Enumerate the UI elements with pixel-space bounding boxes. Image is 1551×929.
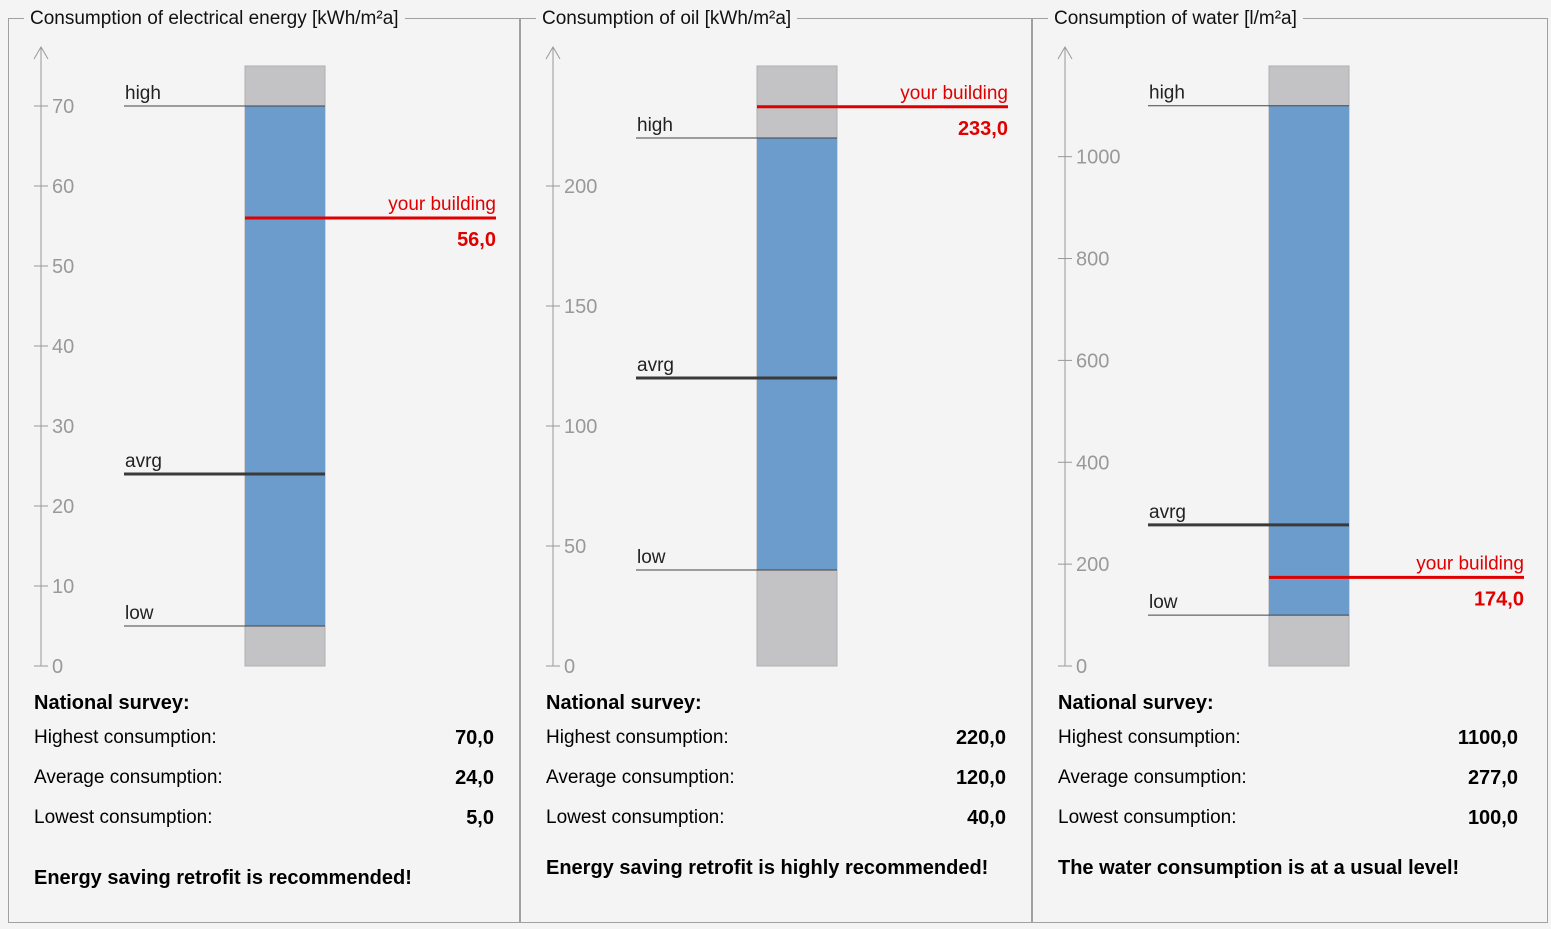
highest-consumption-row: Highest consumption: 70,0	[34, 726, 504, 750]
survey-heading: National survey:	[1058, 692, 1214, 714]
y-axis-arrow	[1057, 46, 1073, 60]
your-building-label: your building	[1416, 553, 1524, 574]
highest-consumption-label: Highest consumption:	[34, 727, 217, 748]
avrg-label: avrg	[1149, 502, 1186, 523]
low-label: low	[637, 547, 666, 568]
highest-consumption-row: Highest consumption: 220,0	[546, 726, 1016, 750]
your-building-label: your building	[388, 194, 496, 215]
your-building-label: your building	[900, 83, 1008, 104]
highest-consumption-row: Highest consumption: 1100,0	[1058, 726, 1528, 750]
axis-tick-label: 30	[52, 416, 74, 438]
low-label: low	[125, 603, 154, 624]
survey-heading: National survey:	[34, 692, 190, 714]
your-building-value: 56,0	[457, 229, 496, 251]
survey-block: National survey: Highest consumption: 22…	[546, 690, 1016, 879]
axis-tick-label: 200	[564, 176, 597, 198]
lowest-consumption-row: Lowest consumption: 5,0	[34, 806, 504, 830]
water-gauge: 0 200 400 600 800 1000 high avrg low your buildin…	[1057, 46, 1524, 678]
panel-title: Consumption of oil [kWh/m²a]	[536, 7, 798, 31]
highest-consumption-label: Highest consumption:	[1058, 727, 1241, 748]
lowest-consumption-value: 40,0	[967, 807, 1006, 829]
axis-tick-label: 50	[564, 536, 586, 558]
low-label: low	[1149, 592, 1178, 613]
axis-tick-label: 100	[564, 416, 597, 438]
average-consumption-row: Average consumption: 120,0	[546, 766, 1016, 790]
avrg-label: avrg	[637, 355, 674, 376]
high-label: high	[125, 83, 161, 104]
your-building-value: 233,0	[958, 118, 1008, 140]
water-panel: Consumption of water [l/m²a] 0 200 400 600 8…	[1032, 0, 1548, 929]
average-consumption-value: 24,0	[455, 767, 494, 789]
lowest-consumption-label: Lowest consumption:	[1058, 807, 1237, 828]
avrg-label: avrg	[125, 451, 162, 472]
verdict-text: The water consumption is at a usual leve…	[1058, 857, 1460, 879]
axis-tick-label: 400	[1076, 452, 1109, 474]
highest-consumption-value: 70,0	[455, 727, 494, 749]
axis-tick-label: 150	[564, 296, 597, 318]
axis-tick-label: 40	[52, 336, 74, 358]
highest-consumption-value: 1100,0	[1457, 727, 1518, 749]
axis-tick-label: 70	[52, 96, 74, 118]
lowest-consumption-row: Lowest consumption: 100,0	[1058, 806, 1528, 830]
electricity-panel: Consumption of electrical energy [kWh/m²…	[8, 0, 520, 929]
axis-tick-label: 0	[564, 656, 575, 678]
axis-tick-label: 200	[1076, 554, 1109, 576]
axis-tick-label: 0	[1076, 656, 1087, 678]
your-building-value: 174,0	[1474, 588, 1524, 610]
survey-block: National survey: Highest consumption: 11…	[1058, 690, 1528, 879]
high-label: high	[637, 115, 673, 136]
average-consumption-row: Average consumption: 24,0	[34, 766, 504, 790]
verdict-text: Energy saving retrofit is highly recomme…	[546, 857, 989, 879]
highest-consumption-value: 220,0	[955, 727, 1006, 749]
bar-survey-range	[757, 138, 837, 570]
oil-gauge: 0 50 100 150 200 high avrg low your building 233,…	[545, 46, 1008, 678]
average-consumption-value: 277,0	[1467, 767, 1518, 789]
lowest-consumption-label: Lowest consumption:	[546, 807, 725, 828]
axis-tick-label: 20	[52, 496, 74, 518]
bar-survey-range	[245, 106, 325, 626]
axis-tick-label: 800	[1076, 249, 1109, 271]
panel-title: Consumption of water [l/m²a]	[1048, 7, 1303, 31]
average-consumption-row: Average consumption: 277,0	[1058, 766, 1528, 790]
oil-panel: Consumption of oil [kWh/m²a] 0 50 100 150 20…	[520, 0, 1032, 929]
average-consumption-label: Average consumption:	[1058, 767, 1247, 788]
average-consumption-label: Average consumption:	[34, 767, 223, 788]
verdict-text: Energy saving retrofit is recommended!	[34, 867, 412, 889]
bar-survey-range	[1269, 105, 1349, 616]
electricity-gauge: 0 10 20 30 40 50 60 70 high avrg low your building 5…	[33, 46, 496, 678]
axis-tick-label: 600	[1076, 350, 1109, 372]
lowest-consumption-value: 5,0	[466, 807, 494, 829]
lowest-consumption-value: 100,0	[1467, 807, 1518, 829]
axis-tick-label: 50	[52, 256, 74, 278]
high-label: high	[1149, 83, 1185, 104]
axis-tick-label: 10	[52, 576, 74, 598]
y-axis-arrow	[33, 46, 49, 60]
axis-tick-label: 60	[52, 176, 74, 198]
panel-title: Consumption of electrical energy [kWh/m²…	[24, 7, 405, 31]
average-consumption-value: 120,0	[955, 767, 1006, 789]
y-axis-arrow	[545, 46, 561, 60]
highest-consumption-label: Highest consumption:	[546, 727, 729, 748]
lowest-consumption-row: Lowest consumption: 40,0	[546, 806, 1016, 830]
survey-block: National survey: Highest consumption: 70…	[34, 690, 504, 889]
lowest-consumption-label: Lowest consumption:	[34, 807, 213, 828]
axis-tick-label: 1000	[1076, 147, 1121, 169]
axis-tick-label: 0	[52, 656, 63, 678]
average-consumption-label: Average consumption:	[546, 767, 735, 788]
survey-heading: National survey:	[546, 692, 702, 714]
